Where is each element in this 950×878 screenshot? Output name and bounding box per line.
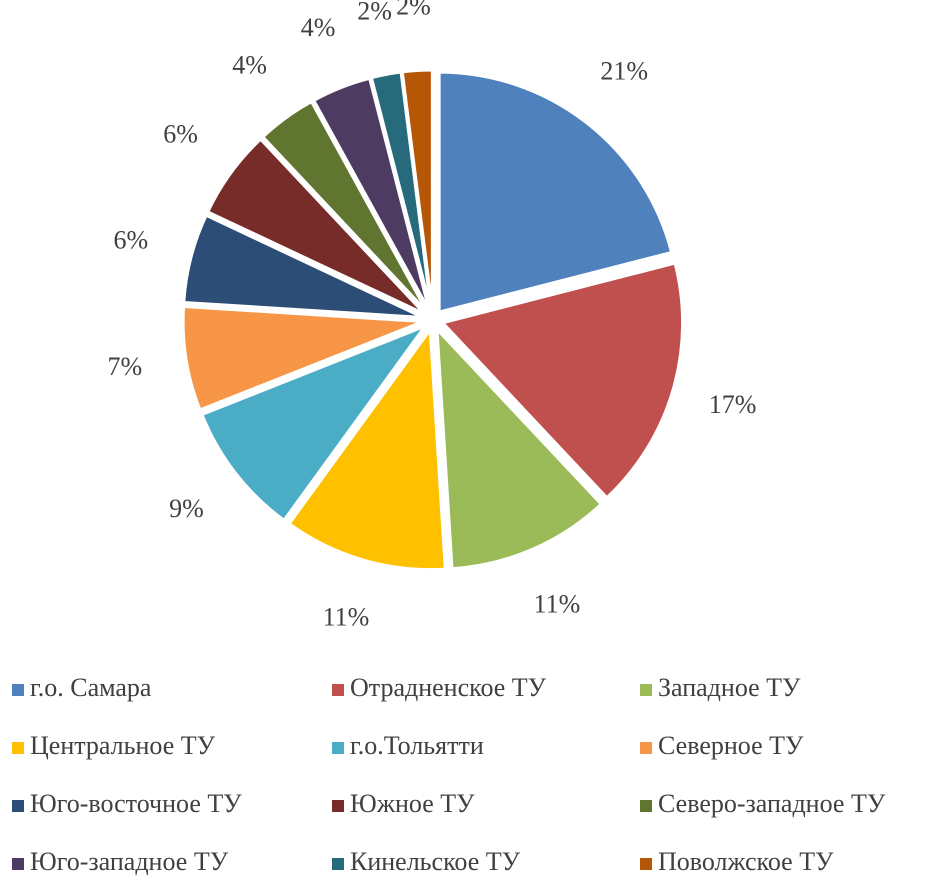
- legend-swatch: [12, 800, 24, 812]
- legend-label: Кинельское ТУ: [350, 847, 521, 876]
- legend-label: Западное ТУ: [658, 673, 801, 702]
- pie-slice: [435, 325, 604, 571]
- legend-swatch: [640, 858, 652, 870]
- legend-swatch: [332, 858, 344, 870]
- data-label: 2%: [357, 0, 392, 25]
- data-label: 2%: [396, 0, 431, 21]
- legend-label: Юго-западное ТУ: [30, 847, 229, 876]
- data-label: 11%: [323, 603, 370, 632]
- pie-slice: [287, 325, 447, 572]
- legend-label: Юго-восточное ТУ: [30, 789, 242, 818]
- data-label: 6%: [163, 120, 198, 149]
- legend-swatch: [332, 800, 344, 812]
- legend-label: Отрадненское ТУ: [350, 673, 547, 702]
- legend-swatch: [640, 800, 652, 812]
- legend-swatch: [640, 684, 652, 696]
- data-label: 7%: [108, 352, 143, 381]
- pie-slice: [400, 68, 434, 311]
- legend-swatch: [332, 742, 344, 754]
- legend-label: Северное ТУ: [658, 731, 804, 760]
- legend-swatch: [12, 684, 24, 696]
- pie-slice: [182, 213, 424, 320]
- pie-slice: [181, 304, 424, 412]
- data-label: 4%: [232, 51, 267, 80]
- pie-slice: [311, 76, 431, 312]
- legend-label: Поволжское ТУ: [658, 847, 834, 876]
- legend-swatch: [332, 684, 344, 696]
- legend-swatch: [12, 742, 24, 754]
- data-label: 9%: [169, 494, 204, 523]
- legend-label: Центральное ТУ: [30, 731, 216, 760]
- pie-slice: [437, 70, 674, 315]
- data-label: 11%: [534, 589, 581, 618]
- data-label: 4%: [301, 13, 336, 42]
- legend-label: г.о.Тольятти: [350, 731, 484, 760]
- data-label: 6%: [113, 225, 148, 254]
- legend-label: г.о. Самара: [30, 673, 152, 702]
- pie-slice: [200, 322, 430, 523]
- pie-slice: [205, 137, 427, 316]
- legend-label: Южное ТУ: [350, 789, 475, 818]
- pie-slice: [439, 261, 685, 500]
- legend-label: Северо-западное ТУ: [658, 789, 886, 818]
- legend-swatch: [640, 742, 652, 754]
- data-label: 21%: [600, 56, 648, 85]
- legend-swatch: [12, 858, 24, 870]
- pie-slice: [260, 99, 429, 313]
- data-label: 17%: [709, 390, 757, 419]
